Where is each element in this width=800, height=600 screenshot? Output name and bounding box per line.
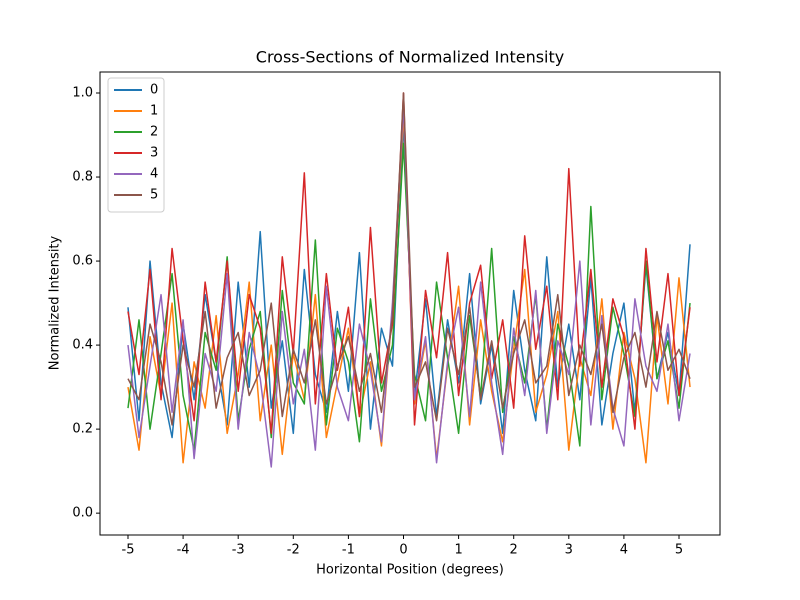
x-tick-label: -5	[122, 543, 135, 558]
plot-area	[127, 92, 691, 468]
axes-frame	[99, 71, 721, 536]
x-tick-label: -2	[287, 543, 300, 558]
legend-label: 1	[150, 104, 158, 119]
legend-label: 4	[150, 167, 158, 182]
y-tick-label: 0.8	[72, 170, 93, 185]
y-tick-label: 1.0	[72, 86, 93, 101]
legend-label: 0	[150, 83, 158, 98]
x-tick-label: 1	[454, 543, 462, 558]
x-tick-label: 3	[565, 543, 573, 558]
y-tick-label: 0.2	[72, 422, 93, 437]
x-tick-label: 4	[620, 543, 628, 558]
legend-label: 3	[150, 146, 158, 161]
y-axis-label: Normalized Intensity	[48, 235, 63, 370]
y-tick-label: 0.4	[72, 338, 93, 353]
x-tick-label: 5	[675, 543, 683, 558]
legend-label: 5	[150, 188, 158, 203]
legend-label: 2	[150, 125, 158, 140]
y-tick-label: 0.0	[72, 506, 93, 521]
x-tick-label: -4	[177, 543, 190, 558]
x-tick-label: 0	[399, 543, 407, 558]
x-tick-label: -3	[232, 543, 245, 558]
chart-title: Cross-Sections of Normalized Intensity	[256, 48, 564, 67]
series-line	[127, 92, 691, 426]
x-tick-label: 2	[510, 543, 518, 558]
y-tick-label: 0.6	[72, 254, 93, 269]
x-axis-label: Horizontal Position (degrees)	[316, 563, 504, 578]
x-tick-label: -1	[342, 543, 355, 558]
